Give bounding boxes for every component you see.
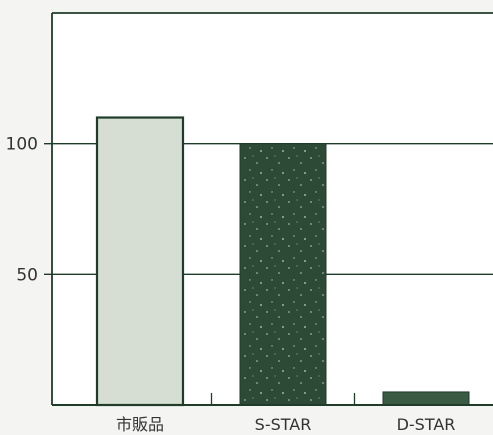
bar-1	[95, 116, 185, 407]
x-tick-label: S-STAR	[255, 415, 312, 434]
x-tick-label: D-STAR	[397, 415, 456, 434]
bar-3	[382, 391, 470, 406]
x-tick-labels: 市販品 S-STAR D-STAR	[116, 415, 455, 434]
y-tick-labels: 50 100	[6, 135, 38, 286]
y-tick-label: 100	[6, 135, 38, 155]
y-tick-label: 50	[16, 265, 38, 285]
bar-2	[239, 143, 327, 406]
axes	[51, 12, 493, 406]
bars	[95, 116, 470, 407]
x-tick-label: 市販品	[116, 415, 164, 434]
